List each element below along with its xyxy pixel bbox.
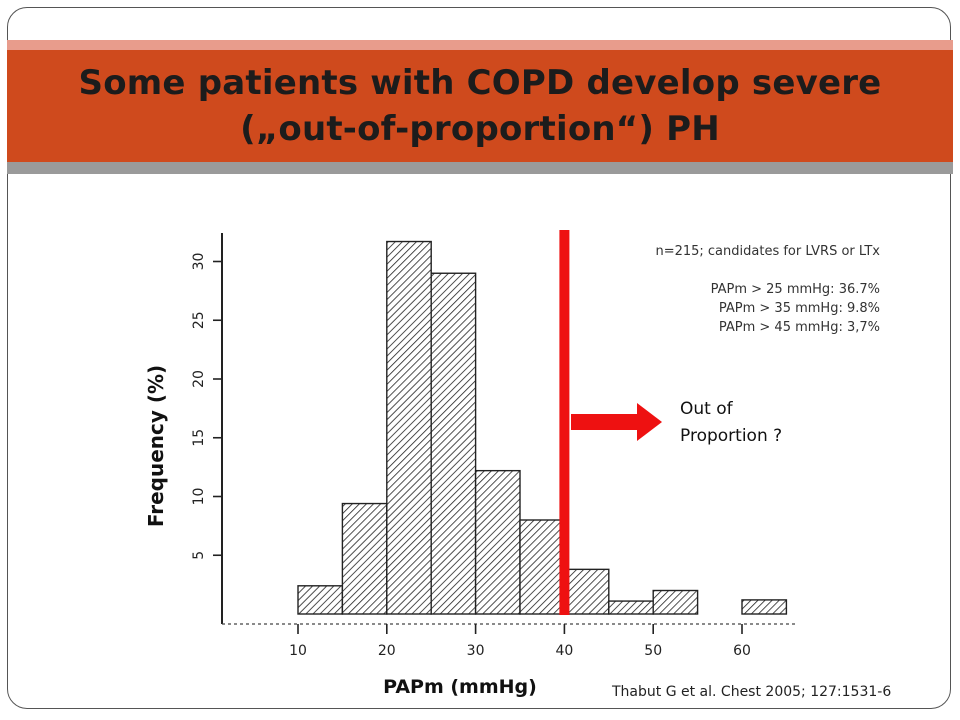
histogram-bar-25-30: [430, 272, 477, 615]
histogram-bar-15-20: [341, 502, 388, 615]
x-tick-label-10: 10: [289, 643, 307, 659]
info-sample-size: n=215; candidates for LVRS or LTx: [655, 244, 880, 259]
y-tick-label-20: 20: [191, 370, 207, 388]
title-bar: Some patients with COPD develop severe (…: [7, 40, 953, 162]
citation: Thabut G et al. Chest 2005; 127:1531-6: [612, 684, 892, 700]
histogram-bar-10-15: [297, 585, 344, 615]
x-tick-label-40: 40: [555, 643, 573, 659]
title-bar-underline: [7, 162, 953, 174]
histogram-bar-35-40: [519, 519, 566, 615]
y-tick-label-15: 15: [191, 429, 207, 447]
info-papm-25: PAPm > 25 mmHg: 36.7%: [710, 282, 880, 297]
info-papm-45: PAPm > 45 mmHg: 3,7%: [718, 320, 880, 335]
histogram-bar-45-50: [608, 600, 654, 615]
histogram-bar-40-45: [563, 568, 610, 615]
histogram-bar-20-25: [386, 240, 432, 615]
x-axis-label: PAPm (mmHg): [383, 676, 537, 698]
y-tick-label-5: 5: [191, 551, 207, 560]
study-info-box: n=215; candidates for LVRS or LTx PAPm >…: [578, 242, 880, 337]
x-tick-label-20: 20: [378, 643, 396, 659]
histogram-bar-50-55: [652, 589, 699, 615]
chart-axes: 5 10 15 20 25 30 10 20 30 40 50 60: [191, 233, 795, 659]
out-of-proportion-line-1: Out of: [680, 399, 733, 419]
slide-title-line-1: Some patients with COPD develop severe: [78, 63, 882, 103]
y-axis-label: Frequency (%): [144, 365, 168, 527]
histogram-bar-30-35: [474, 469, 521, 615]
slide-title-line-2: („out-of-proportion“) PH: [240, 109, 720, 149]
info-papm-35: PAPm > 35 mmHg: 9.8%: [718, 301, 880, 316]
y-tick-label-25: 25: [191, 311, 207, 329]
slide-frame: [7, 7, 951, 709]
histogram-bars: [297, 240, 788, 615]
chart-markers: [559, 230, 662, 615]
x-tick-label-50: 50: [644, 643, 662, 659]
x-tick-label-30: 30: [467, 643, 485, 659]
x-tick-label-60: 60: [733, 643, 751, 659]
out-of-proportion-label: Out of Proportion ?: [680, 396, 782, 450]
y-tick-label-10: 10: [191, 488, 207, 506]
slide-title: Some patients with COPD develop severe (…: [79, 60, 882, 152]
y-tick-label-30: 30: [191, 253, 207, 271]
out-of-proportion-line-2: Proportion ?: [680, 426, 783, 446]
arrow-shaft: [571, 414, 639, 430]
histogram-bar-60-65: [741, 599, 788, 615]
arrow-head: [637, 403, 662, 441]
threshold-line: [559, 230, 570, 615]
